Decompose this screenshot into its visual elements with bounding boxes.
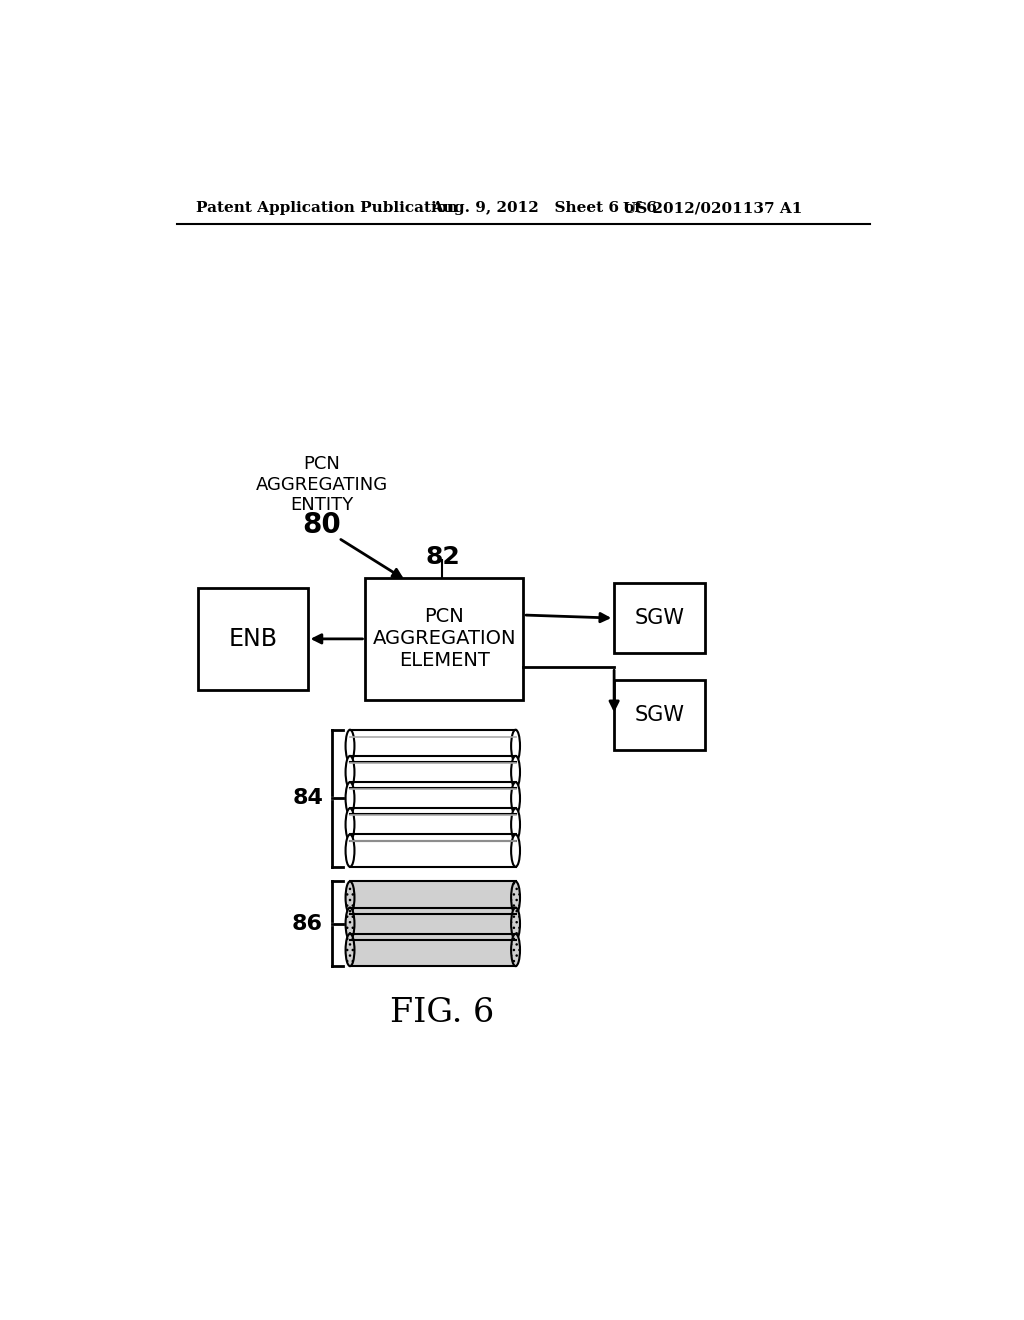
Bar [350, 882, 515, 913]
Bar [199, 589, 307, 689]
Ellipse shape [511, 756, 520, 788]
Ellipse shape [345, 808, 354, 841]
Ellipse shape [511, 730, 520, 762]
Bar [350, 781, 515, 814]
Text: PCN
AGGREGATION
ELEMENT: PCN AGGREGATION ELEMENT [373, 607, 516, 671]
Text: US 2012/0201137 A1: US 2012/0201137 A1 [624, 202, 803, 215]
Text: 80: 80 [302, 511, 341, 539]
Bar [366, 578, 523, 700]
Text: 86: 86 [292, 913, 323, 933]
Ellipse shape [511, 882, 520, 913]
Bar [350, 908, 515, 940]
Bar [614, 583, 705, 653]
Ellipse shape [511, 834, 520, 867]
Ellipse shape [511, 908, 520, 940]
Ellipse shape [345, 756, 354, 788]
Ellipse shape [511, 933, 520, 966]
Ellipse shape [345, 730, 354, 762]
Text: Aug. 9, 2012   Sheet 6 of 6: Aug. 9, 2012 Sheet 6 of 6 [431, 202, 656, 215]
Text: FIG. 6: FIG. 6 [390, 997, 495, 1030]
Text: SGW: SGW [635, 705, 685, 725]
Ellipse shape [345, 933, 354, 966]
Text: SGW: SGW [635, 609, 685, 628]
Bar [350, 756, 515, 788]
Text: PCN
AGGREGATING
ENTITY: PCN AGGREGATING ENTITY [255, 455, 387, 515]
Bar [350, 834, 515, 867]
Ellipse shape [511, 781, 520, 814]
Text: 84: 84 [292, 788, 323, 808]
Text: ENB: ENB [228, 627, 278, 651]
Text: 82: 82 [425, 545, 460, 569]
Bar [350, 933, 515, 966]
Bar [350, 808, 515, 841]
Bar [350, 730, 515, 762]
Ellipse shape [345, 781, 354, 814]
Text: Patent Application Publication: Patent Application Publication [196, 202, 458, 215]
Bar [614, 681, 705, 750]
Ellipse shape [345, 882, 354, 913]
Ellipse shape [511, 808, 520, 841]
Ellipse shape [345, 834, 354, 867]
Ellipse shape [345, 908, 354, 940]
